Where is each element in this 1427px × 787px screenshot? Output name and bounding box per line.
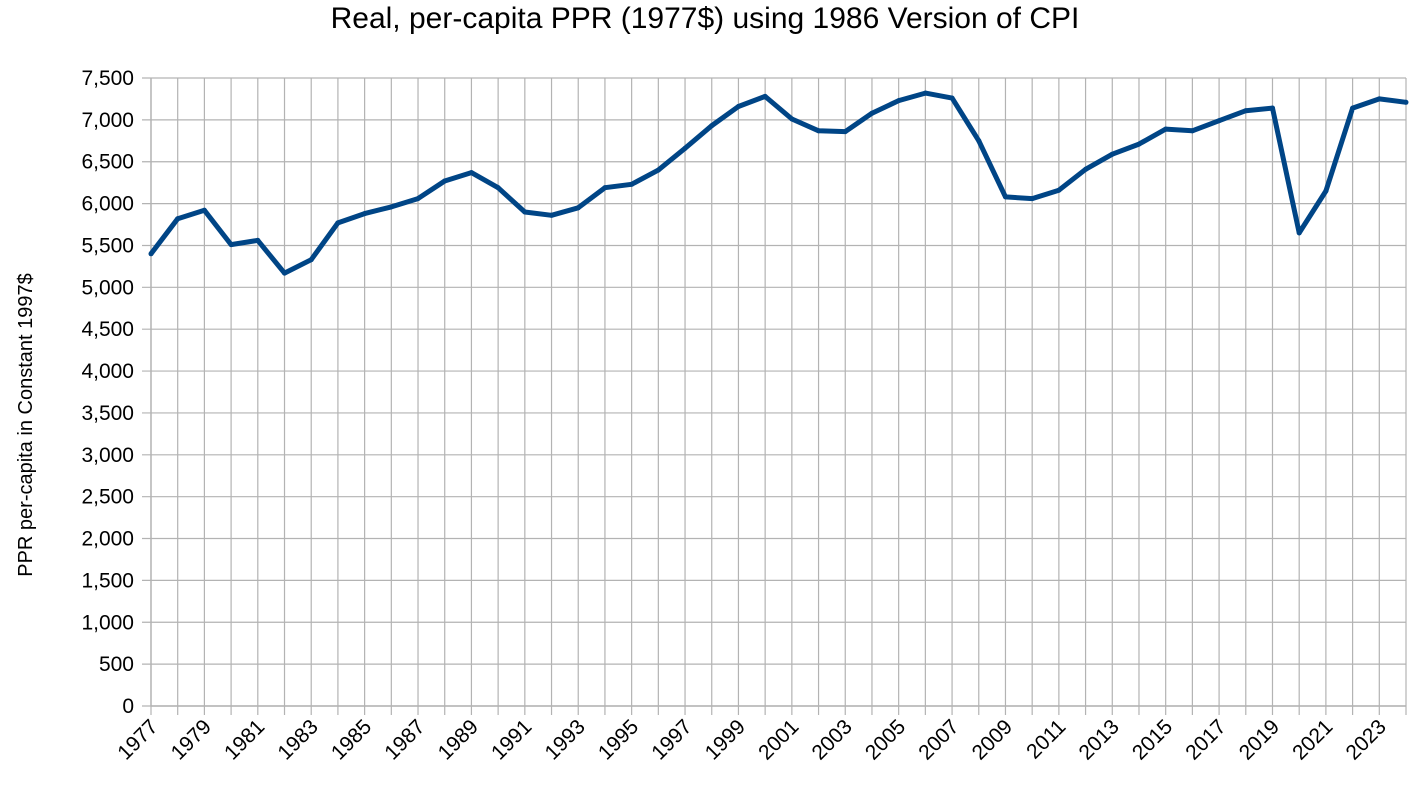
data-point: [842, 129, 848, 135]
data-point: [629, 181, 635, 187]
x-tick-label: 1983: [273, 715, 322, 764]
data-point: [602, 185, 608, 191]
data-point: [896, 98, 902, 104]
x-tick-label: 1997: [647, 715, 696, 764]
data-point: [682, 145, 688, 151]
data-point: [549, 212, 554, 218]
data-point: [816, 128, 822, 134]
data-point: [442, 178, 448, 184]
data-point: [1083, 166, 1089, 172]
data-point: [655, 167, 661, 173]
x-tick-label: 1999: [701, 715, 750, 764]
grid: [142, 77, 1407, 715]
data-point: [388, 204, 394, 210]
y-tick-label: 6,000: [81, 193, 134, 216]
data-point: [1243, 108, 1249, 114]
data-point: [869, 110, 875, 116]
x-tick-label: 2001: [754, 715, 803, 764]
data-point: [282, 270, 287, 276]
data-point: [976, 138, 982, 144]
x-axis-tick-labels: 1977 1979 1981 1983 1985 1987 1989 1991 1993 1995…: [113, 715, 1391, 764]
data-point: [468, 170, 474, 176]
x-tick-label: 2011: [1022, 715, 1070, 763]
data-point: [255, 237, 261, 243]
data-point: [1109, 151, 1115, 157]
y-tick-label: 5,000: [81, 276, 134, 299]
y-axis-title: PPR per-capita in Constant 1997$: [15, 273, 37, 577]
chart-title: Real, per-capita PPR (1977$) using 1986 …: [330, 2, 1080, 35]
data-point: [1003, 194, 1008, 200]
data-point: [1163, 126, 1169, 132]
x-tick-label: 1993: [540, 715, 589, 764]
y-tick-label: 3,000: [81, 444, 134, 467]
y-tick-label: 6,500: [81, 151, 134, 174]
x-tick-label: 1991: [487, 715, 536, 764]
data-point: [709, 123, 715, 129]
x-tick-label: 2007: [914, 715, 963, 764]
x-tick-label: 2013: [1075, 715, 1124, 764]
data-point: [1270, 105, 1275, 111]
data-point: [1350, 105, 1356, 111]
series-layer: [148, 90, 1409, 276]
data-point: [362, 211, 368, 217]
data-point: [1029, 196, 1035, 202]
y-tick-label: 0: [122, 695, 134, 718]
data-point: [228, 242, 234, 248]
data-point: [789, 116, 795, 122]
x-tick-label: 2005: [861, 715, 910, 764]
y-tick-label: 3,500: [81, 402, 134, 425]
data-point: [575, 205, 581, 211]
y-tick-label: 7,500: [81, 67, 134, 90]
y-tick-label: 5,500: [81, 234, 134, 257]
x-tick-label: 1995: [594, 715, 643, 764]
y-tick-label: 1,500: [81, 569, 134, 592]
data-point: [1189, 128, 1195, 134]
x-tick-label: 2015: [1128, 715, 1177, 764]
data-point: [148, 251, 154, 257]
y-tick-label: 2,500: [81, 486, 134, 509]
series-line: [149, 90, 1407, 276]
data-point: [335, 220, 341, 226]
x-tick-label: 1981: [220, 715, 269, 764]
data-point: [175, 216, 181, 222]
data-point: [308, 257, 314, 263]
data-point: [1323, 188, 1329, 194]
x-tick-label: 1977: [113, 715, 162, 764]
data-point: [522, 209, 528, 215]
data-point: [922, 90, 928, 96]
data-point: [949, 95, 955, 101]
x-tick-label: 2017: [1181, 715, 1230, 764]
data-point: [1216, 118, 1222, 124]
x-tick-label: 1987: [380, 715, 429, 764]
x-tick-label: 1985: [327, 715, 376, 764]
data-point: [495, 185, 501, 191]
x-tick-label: 1989: [434, 715, 483, 764]
data-point: [735, 104, 741, 109]
x-tick-label: 2019: [1235, 715, 1284, 764]
y-tick-label: 7,000: [81, 109, 134, 132]
x-tick-label: 1979: [167, 715, 216, 764]
y-tick-label: 1,000: [81, 611, 134, 634]
y-tick-label: 2,000: [81, 528, 134, 551]
data-point: [762, 93, 768, 99]
data-point: [201, 207, 207, 213]
y-tick-label: 4,000: [81, 360, 134, 383]
data-point: [415, 196, 421, 202]
x-tick-label: 2003: [807, 715, 856, 764]
data-point: [1376, 96, 1382, 102]
y-tick-label: 500: [99, 653, 134, 676]
data-point: [1296, 230, 1302, 236]
y-tick-label: 4,500: [81, 318, 134, 341]
x-tick-label: 2023: [1342, 715, 1391, 764]
data-point: [1403, 99, 1409, 105]
data-point: [1136, 141, 1142, 147]
y-axis-tick-labels: 0 500 1,000 1,500 2,000 2,500 3,000 3,500 4,000 4…: [81, 67, 134, 718]
axes: [150, 78, 1406, 707]
x-tick-label: 2009: [968, 715, 1017, 764]
data-point: [1056, 187, 1062, 193]
x-tick-label: 2021: [1288, 715, 1337, 764]
